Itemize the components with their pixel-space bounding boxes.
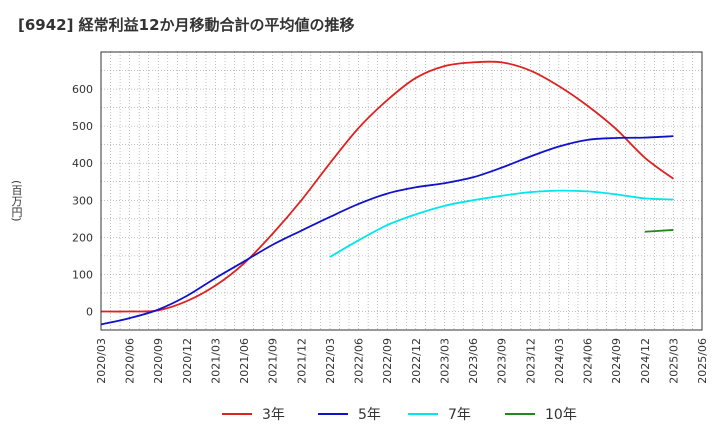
y-tick-labels: 0 100 200 300 400 500 600 <box>72 83 93 318</box>
x-tick-label: 2022/06 <box>353 338 366 384</box>
x-tick-label: 2022/09 <box>381 338 394 384</box>
x-tick-label: 2021/09 <box>267 338 280 384</box>
x-tick-label: 2020/06 <box>124 338 137 384</box>
y-tick-label: 200 <box>72 231 93 244</box>
x-tick-label: 2023/06 <box>467 338 480 384</box>
x-tick-label: 2020/09 <box>152 338 165 384</box>
y-axis-label: (百万円) <box>10 180 23 222</box>
x-tick-label: 2024/03 <box>553 338 566 384</box>
y-tick-label: 600 <box>72 83 93 96</box>
series-line-2 <box>100 135 674 326</box>
series-line-1 <box>100 60 674 313</box>
x-tick-label: 2020/03 <box>95 338 108 384</box>
y-tick-label: 500 <box>72 120 93 133</box>
series-line-4 <box>644 229 674 233</box>
x-tick-label: 2020/12 <box>181 338 194 384</box>
y-tick-label: 300 <box>72 194 93 207</box>
x-tick-label: 2021/06 <box>238 338 251 384</box>
x-tick-label: 2024/12 <box>639 338 652 384</box>
grid-lines <box>101 52 702 330</box>
x-tick-label: 2025/03 <box>667 338 680 384</box>
legend-label: 7年 <box>448 407 471 423</box>
y-tick-label: 100 <box>72 268 93 281</box>
legend-label: 10年 <box>545 407 577 423</box>
legend: 3年 5年 7年 10年 <box>222 407 577 423</box>
x-tick-label: 2025/06 <box>696 338 709 384</box>
series-line-3 <box>329 189 674 258</box>
x-tick-label: 2023/03 <box>438 338 451 384</box>
x-tick-label: 2024/06 <box>582 338 595 384</box>
chart-title: [6942] 経常利益12か月移動合計の平均値の推移 <box>18 16 355 34</box>
x-tick-label: 2022/12 <box>410 338 423 384</box>
legend-label: 3年 <box>262 407 285 423</box>
x-tick-label: 2022/03 <box>324 338 337 384</box>
series-lines <box>100 60 674 326</box>
plot-frame <box>100 51 703 331</box>
y-tick-label: 400 <box>72 157 93 170</box>
x-tick-labels: 2020/03 2020/06 2020/09 2020/12 2021/03 2021/… <box>95 338 709 384</box>
y-tick-label: 0 <box>86 305 93 318</box>
legend-label: 5年 <box>358 407 381 423</box>
x-tick-label: 2024/09 <box>610 338 623 384</box>
x-tick-label: 2021/03 <box>209 338 222 384</box>
x-tick-label: 2023/09 <box>496 338 509 384</box>
x-tick-label: 2023/12 <box>524 338 537 384</box>
x-tick-label: 2021/12 <box>295 338 308 384</box>
